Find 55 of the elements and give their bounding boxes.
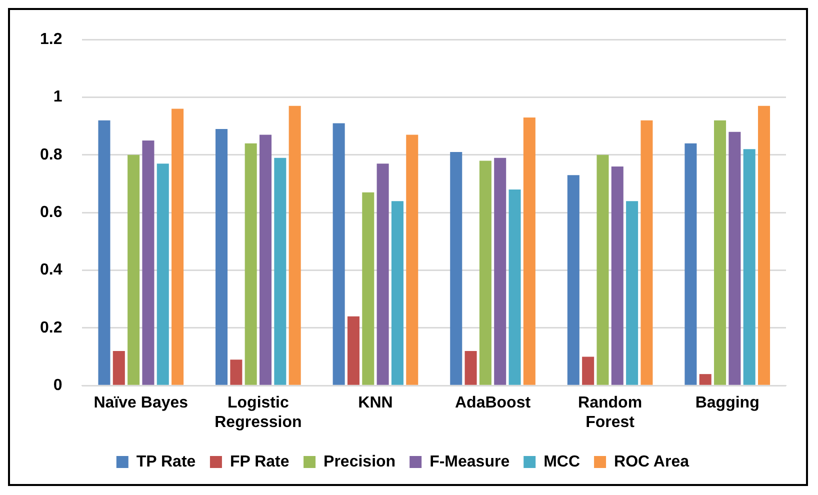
y-tick-label: 0.6: [40, 204, 62, 222]
y-tick-label: 0.8: [40, 146, 62, 164]
legend-label: ROC Area: [614, 453, 690, 470]
y-tick-label: 0.2: [40, 319, 62, 336]
bar: [567, 175, 580, 385]
bar: [508, 190, 521, 385]
y-tick-label: 1: [53, 88, 62, 106]
bar: [464, 351, 477, 385]
bar: [596, 154, 609, 385]
bar: [260, 134, 272, 385]
bar: [582, 356, 594, 385]
bar: [142, 140, 154, 385]
bar: [699, 374, 712, 385]
x-tick-label: Random Forest: [578, 394, 642, 431]
bar: [288, 106, 301, 385]
y-tick-label: 0.4: [40, 262, 62, 279]
bar: [714, 120, 726, 385]
bar: [362, 192, 374, 385]
legend-label: F-Measure: [430, 453, 510, 470]
bar: [376, 164, 389, 385]
bar: [450, 152, 462, 385]
bar: [611, 166, 624, 385]
x-tick-label: Bagging: [695, 394, 760, 412]
bar: [112, 351, 125, 385]
x-tick-label: KNN: [358, 394, 393, 412]
bar: [274, 158, 286, 385]
bar: [172, 108, 184, 385]
bar: [230, 360, 242, 385]
bar: [406, 134, 418, 385]
x-tick-label: Naïve Bayes: [94, 394, 188, 412]
bar: [728, 132, 741, 385]
bar: [332, 123, 345, 385]
legend-label: TP Rate: [136, 453, 196, 470]
y-tick-label: 0: [53, 377, 62, 394]
bar: [391, 201, 404, 385]
legend-label: FP Rate: [230, 453, 290, 470]
bar: [626, 201, 638, 385]
x-tick-label: Logistic Regression: [214, 394, 302, 431]
bar: [743, 149, 756, 385]
bar: [758, 106, 770, 385]
legend-label: Precision: [324, 453, 396, 470]
bar: [244, 143, 257, 385]
bar: [347, 316, 360, 385]
bar: [98, 120, 110, 385]
legend-label: MCC: [544, 453, 580, 470]
bar: [640, 120, 653, 385]
bar: [216, 128, 228, 385]
bar: [523, 117, 536, 385]
bar: [684, 143, 697, 385]
bar: [156, 164, 169, 385]
bar: [128, 154, 140, 385]
y-tick-label: 1.2: [40, 31, 62, 48]
bar: [479, 160, 492, 385]
x-tick-label: AdaBoost: [454, 394, 532, 412]
bar: [494, 158, 506, 385]
